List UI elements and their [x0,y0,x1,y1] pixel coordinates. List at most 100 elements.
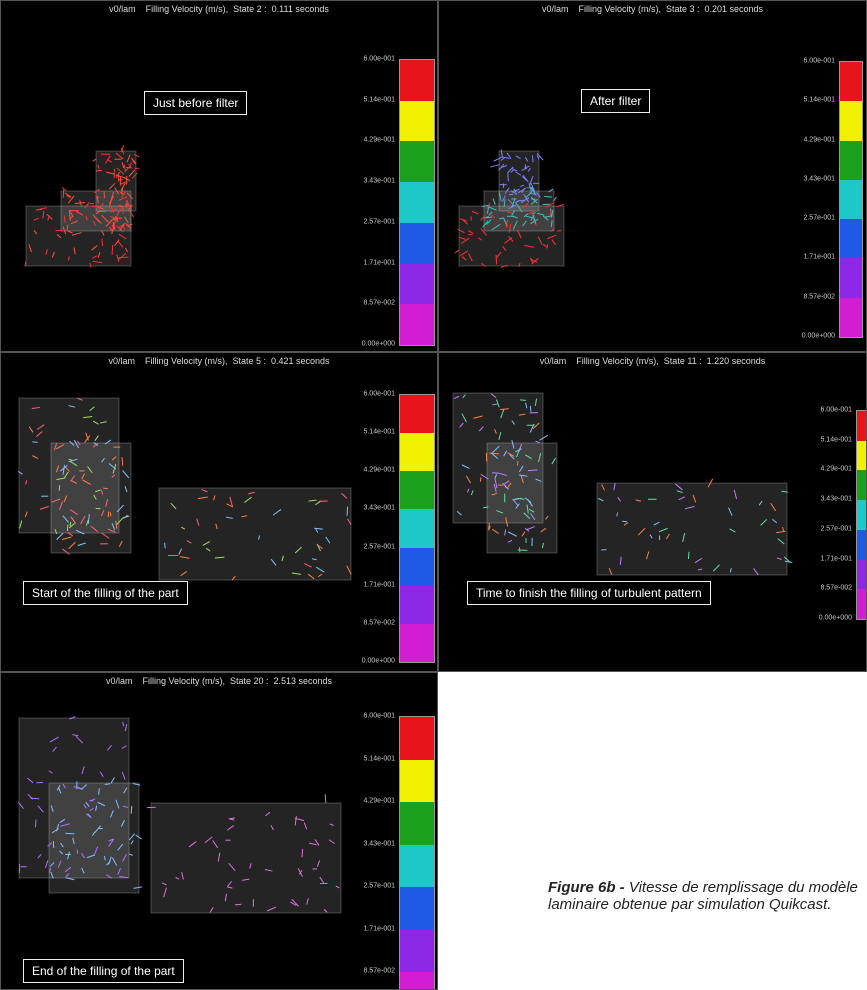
color-band [840,219,862,258]
mold-volume [597,483,787,575]
color-band [400,141,434,182]
color-band [400,845,434,888]
velocity-vector [492,404,497,405]
velocity-vector [302,849,303,857]
velocity-vector [455,250,459,253]
color-band [840,62,862,101]
panel-header: v0/lam Filling Velocity (m/s), State 2 :… [1,4,437,14]
scale-label: 5.14e-001 [795,97,835,104]
panel-header: v0/lam Filling Velocity (m/s), State 11 … [439,356,866,366]
scale-label: 5.14e-001 [355,96,395,103]
color-band [840,258,862,297]
velocity-vector [325,794,326,803]
velocity-vector [112,245,113,255]
velocity-vector [65,833,74,834]
color-band [400,264,434,305]
scale-label: 2.57e-001 [795,215,835,222]
color-band [400,624,434,662]
color-band [400,509,434,547]
mold-volume [151,803,341,913]
simulation-panel: v0/lam Filling Velocity (m/s), State 2 :… [0,0,438,352]
scale-label: 3.43e-001 [355,505,395,512]
color-band [400,395,434,433]
color-band [400,760,434,803]
mold-volume [159,488,351,580]
mold-volume [487,443,557,553]
scale-label: 1.71e-001 [355,581,395,588]
color-scale [839,61,863,338]
color-band [857,411,867,441]
velocity-vector [32,442,37,443]
scale-label: 0.00e+000 [812,615,852,622]
velocity-vector [235,904,241,905]
color-band [857,589,867,619]
scale-label: 6.00e-001 [355,56,395,63]
color-scale [399,716,435,990]
annotation-box: Just before filter [144,91,247,115]
panel-header: v0/lam Filling Velocity (m/s), State 3 :… [439,4,866,14]
scale-label: 2.57e-001 [355,543,395,550]
scale-label: 2.57e-001 [355,218,395,225]
scale-label: 6.00e-001 [795,58,835,65]
color-scale [399,59,435,346]
scale-label: 8.57e-002 [355,619,395,626]
color-band [857,500,867,530]
simulation-panel: v0/lam Filling Velocity (m/s), State 3 :… [438,0,867,352]
velocity-vector [496,255,497,265]
color-scale [399,394,435,663]
color-band [400,182,434,223]
annotation-box: Start of the filling of the part [23,581,188,605]
velocity-vector [105,784,110,785]
simulation-view [1,673,438,990]
scale-label: 3.43e-001 [812,496,852,503]
velocity-vector [122,187,123,193]
color-band [840,298,862,337]
color-band [400,887,434,930]
velocity-vector [487,217,492,218]
velocity-vector [110,512,111,516]
scale-label: 4.29e-001 [355,467,395,474]
scale-label: 5.14e-001 [355,755,395,762]
mold-volume [51,443,131,553]
panel-header: v0/lam Filling Velocity (m/s), State 20 … [1,676,437,686]
scale-label: 8.57e-002 [795,293,835,300]
color-band [400,60,434,101]
velocity-vector [103,488,108,489]
scale-label: 1.71e-001 [355,925,395,932]
velocity-vector [35,820,36,828]
scale-label: 6.00e-001 [355,391,395,398]
velocity-vector [490,165,500,167]
panel-header: v0/lam Filling Velocity (m/s), State 5 :… [1,356,437,366]
color-band [400,433,434,471]
color-band [857,530,867,560]
color-band [400,223,434,264]
scale-label: 2.57e-001 [812,525,852,532]
page: {"panels": [ {"header": "v0/lam Filling … [0,0,867,990]
simulation-panel: v0/lam Filling Velocity (m/s), State 11 … [438,352,867,672]
color-band [400,548,434,586]
color-band [857,470,867,500]
color-scale [856,410,867,620]
velocity-vector [99,788,100,794]
velocity-vector [532,155,533,162]
caption-label: Figure 6b - [548,879,625,896]
scale-label: 4.29e-001 [812,466,852,473]
color-band [857,560,867,590]
color-band [840,141,862,180]
velocity-vector [688,552,689,559]
velocity-vector [96,170,101,171]
annotation-box: Time to finish the filling of turbulent … [467,581,711,605]
velocity-vector [530,406,531,412]
velocity-vector [123,207,124,213]
scale-label: 8.57e-002 [812,585,852,592]
scale-label: 1.71e-001 [795,254,835,261]
scale-label: 2.57e-001 [355,883,395,890]
scale-label: 1.71e-001 [355,259,395,266]
color-band [400,717,434,760]
color-band [400,972,434,990]
velocity-vector [492,473,500,474]
simulation-view [439,353,867,672]
scale-label: 4.29e-001 [355,798,395,805]
scale-label: 3.43e-001 [355,840,395,847]
velocity-vector [622,521,627,522]
